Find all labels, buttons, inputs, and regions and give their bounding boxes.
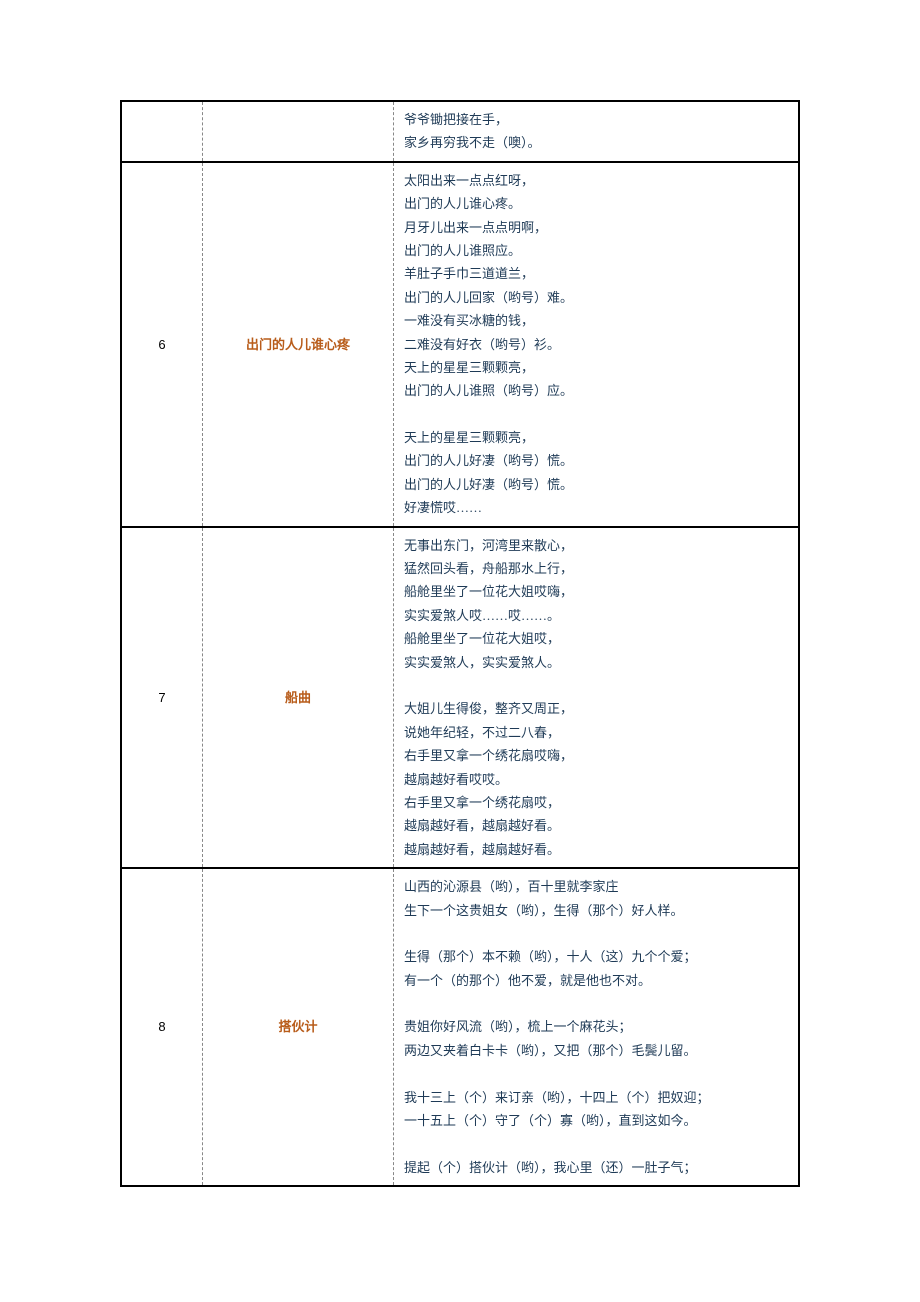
songs-table: 爷爷锄把接在手， 家乡再穷我不走（噢）。 6出门的人儿谁心疼太阳出来一点点红呀， … [120,100,800,1187]
song-title: 搭伙计 [203,868,394,1186]
lyrics-text: 无事出东门，河湾里来散心， 猛然回头看，舟船那水上行， 船舱里坐了一位花大姐哎嗨… [404,534,788,861]
document-page: 爷爷锄把接在手， 家乡再穷我不走（噢）。 6出门的人儿谁心疼太阳出来一点点红呀， … [0,0,920,1267]
row-number: 6 [121,162,203,527]
lyrics-text: 山西的沁源县（哟），百十里就李家庄 生下一个这贵姐女（哟），生得（那个）好人样。… [404,875,788,1179]
song-lyrics: 无事出东门，河湾里来散心， 猛然回头看，舟船那水上行， 船舱里坐了一位花大姐哎嗨… [394,527,800,868]
table-row: 6出门的人儿谁心疼太阳出来一点点红呀， 出门的人儿谁心疼。 月牙儿出来一点点明啊… [121,162,799,527]
table-row: 爷爷锄把接在手， 家乡再穷我不走（噢）。 [121,101,799,162]
table-row: 7船曲无事出东门，河湾里来散心， 猛然回头看，舟船那水上行， 船舱里坐了一位花大… [121,527,799,868]
song-lyrics: 爷爷锄把接在手， 家乡再穷我不走（噢）。 [394,101,800,162]
song-title: 船曲 [203,527,394,868]
song-lyrics: 太阳出来一点点红呀， 出门的人儿谁心疼。 月牙儿出来一点点明啊， 出门的人儿谁照… [394,162,800,527]
song-lyrics: 山西的沁源县（哟），百十里就李家庄 生下一个这贵姐女（哟），生得（那个）好人样。… [394,868,800,1186]
row-number [121,101,203,162]
table-row: 8搭伙计山西的沁源县（哟），百十里就李家庄 生下一个这贵姐女（哟），生得（那个）… [121,868,799,1186]
row-number: 7 [121,527,203,868]
row-number: 8 [121,868,203,1186]
song-title: 出门的人儿谁心疼 [203,162,394,527]
lyrics-text: 太阳出来一点点红呀， 出门的人儿谁心疼。 月牙儿出来一点点明啊， 出门的人儿谁照… [404,169,788,520]
song-title [203,101,394,162]
lyrics-text: 爷爷锄把接在手， 家乡再穷我不走（噢）。 [404,108,788,155]
